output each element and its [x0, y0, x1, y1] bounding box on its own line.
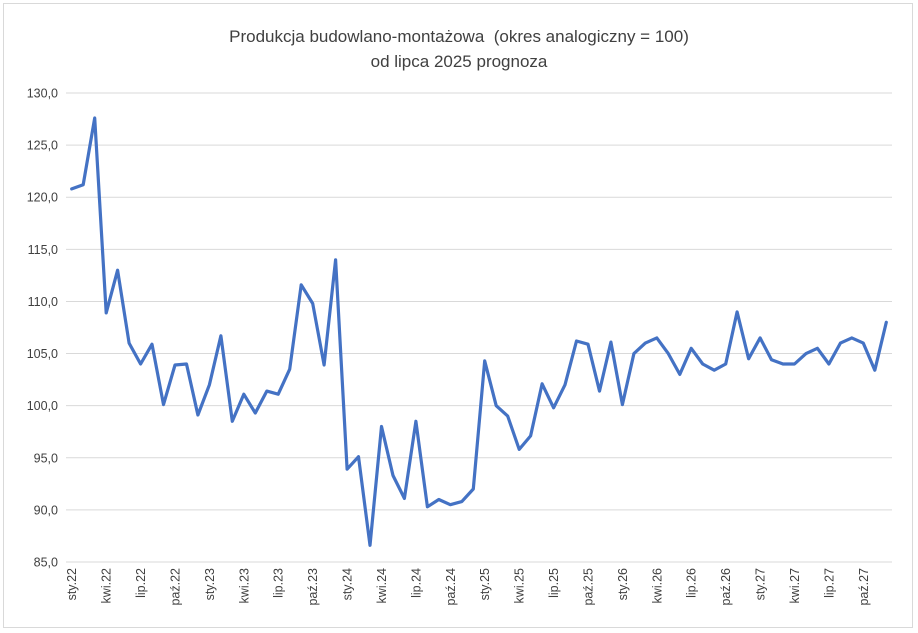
x-tick-label: kwi.25	[513, 568, 527, 603]
series-line	[70, 116, 888, 547]
x-tick-label: kwi.23	[237, 568, 251, 603]
y-tick-label: 110,0	[28, 295, 58, 309]
y-tick-label: 95,0	[34, 451, 58, 465]
x-tick-label: kwi.24	[375, 568, 389, 603]
x-tick-label: sty.22	[65, 568, 79, 600]
x-tick-label: paź.25	[581, 568, 595, 606]
series-group	[70, 116, 888, 547]
chart-title: Produkcja budowlano-montażowa (okres ana…	[229, 27, 689, 46]
x-tick-label: kwi.27	[788, 568, 802, 603]
x-tick-label: paź.26	[719, 568, 733, 606]
y-axis: 85,0 90,0 95,0 100,0 105,0 110,0 115,0 120,0 125…	[27, 87, 58, 570]
y-tick-label: 130,0	[27, 87, 58, 101]
x-tick-label: sty.26	[616, 568, 630, 600]
chart-subtitle: od lipca 2025 prognoza	[370, 52, 548, 71]
y-tick-label: 125,0	[27, 139, 58, 153]
gridlines	[66, 92, 892, 563]
x-tick-label: lip.25	[547, 568, 561, 598]
x-tick-label: paź.23	[306, 568, 320, 606]
x-tick-label: kwi.22	[100, 568, 114, 603]
x-tick-label: lip.24	[409, 568, 423, 598]
x-tick-label: sty.24	[341, 568, 355, 600]
x-tick-label: lip.26	[685, 568, 699, 598]
y-tick-label: 120,0	[27, 191, 58, 205]
x-axis: sty.22 kwi.22 lip.22 paź.22 sty.23 kwi.23 lip.…	[65, 568, 871, 606]
chart-title-block: Produkcja budowlano-montażowa (okres ana…	[0, 24, 918, 74]
x-tick-label: sty.25	[478, 568, 492, 600]
y-tick-label: 115,0	[28, 243, 58, 257]
y-tick-label: 90,0	[34, 503, 58, 517]
x-tick-label: lip.27	[822, 568, 836, 598]
x-tick-label: lip.22	[134, 568, 148, 598]
y-tick-label: 85,0	[34, 556, 58, 570]
x-tick-label: sty.23	[203, 568, 217, 600]
x-tick-label: paź.24	[444, 568, 458, 606]
y-tick-label: 100,0	[27, 399, 58, 413]
x-tick-label: sty.27	[754, 568, 768, 600]
x-tick-label: lip.23	[272, 568, 286, 598]
x-tick-label: paź.22	[168, 568, 182, 606]
x-tick-label: paź.27	[857, 568, 871, 606]
y-tick-label: 105,0	[27, 347, 58, 361]
chart-frame	[3, 3, 913, 628]
x-tick-label: kwi.26	[650, 568, 664, 603]
